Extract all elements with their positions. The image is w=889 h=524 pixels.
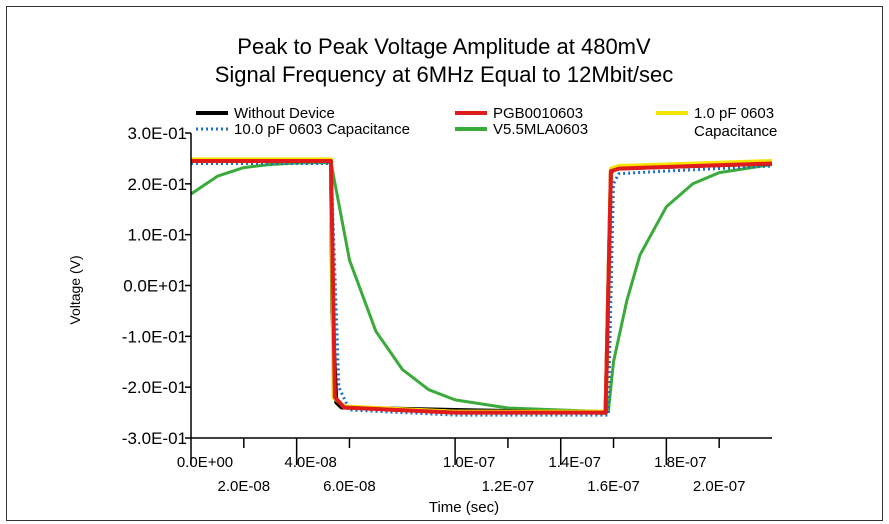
y-tick-label: 1.0E-01 — [127, 226, 187, 245]
series-line-pgb0010603 — [191, 159, 773, 415]
legend-label-without-device: Without Device — [234, 105, 335, 122]
series-line-10-0-pf-0603-capacitance — [191, 162, 773, 417]
chart-title: Peak to Peak Voltage Amplitude at 480mV — [237, 34, 651, 59]
x-tick-label: 1.6E-07 — [587, 478, 640, 495]
series-line-without-device — [191, 159, 773, 415]
x-tick-label: 2.0E-07 — [693, 478, 746, 495]
y-tick-label: 3.0E-01 — [127, 124, 187, 143]
x-tick-label: 1.2E-07 — [482, 478, 535, 495]
y-tick-label: 2.0E-01 — [127, 175, 187, 194]
y-tick-label: 0.0E+01 — [123, 277, 187, 296]
series-line-1-0-pf-0603-capacitance — [191, 157, 773, 414]
legend-label-10-0-pf-0603-capacitance: 10.0 pF 0603 Capacitance — [234, 121, 410, 138]
legend-label-v5-5mla0603: V5.5MLA0603 — [493, 121, 588, 138]
y-tick-label: -1.0E-01 — [122, 327, 187, 346]
x-tick-label: 6.0E-08 — [323, 478, 376, 495]
chart-frame — [6, 6, 883, 521]
x-tick-label: 4.0E-08 — [284, 454, 337, 471]
x-axis-label: Time (sec) — [429, 499, 499, 516]
x-tick-label: 1.4E-07 — [548, 454, 601, 471]
chart-subtitle: Signal Frequency at 6MHz Equal to 12Mbit… — [215, 62, 674, 87]
x-tick-label: 0.0E+00 — [177, 454, 233, 471]
y-tick-label: -2.0E-01 — [122, 378, 187, 397]
y-axis-label: Voltage (V) — [67, 255, 83, 324]
axes-layer: 3.0E-01 2.0E-01 1.0E-01 0.0E+01 -1.0E-01 -2.0… — [122, 124, 772, 495]
y-tick-label: -3.0E-01 — [122, 429, 187, 448]
legend-label-1-0-pf-0603-capacitance-line2: Capacitance — [694, 123, 777, 140]
series-line-v5-5mla0603 — [190, 161, 773, 414]
series-layer — [190, 157, 773, 417]
x-tick-label: 1.0E-07 — [443, 454, 496, 471]
legend-label-1-0-pf-0603-capacitance: 1.0 pF 0603 — [694, 105, 774, 122]
x-tick-label: 1.8E-07 — [654, 454, 707, 471]
x-tick-label: 2.0E-08 — [218, 478, 271, 495]
legend-label-pgb0010603: PGB0010603 — [493, 105, 583, 122]
